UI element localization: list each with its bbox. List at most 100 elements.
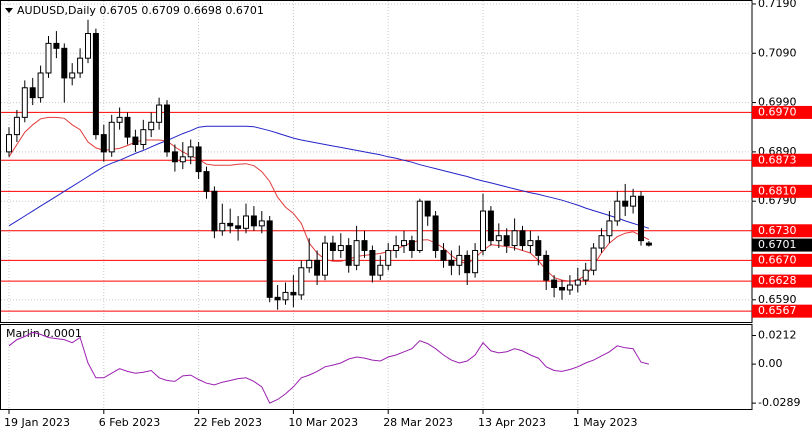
candle-body	[219, 222, 226, 232]
candle-body	[535, 240, 542, 256]
ohlc-label: 0.6701	[225, 4, 264, 17]
level-label-box	[752, 224, 812, 238]
candle-body	[511, 230, 518, 247]
x-tick-label: 28 Mar 2023	[383, 416, 453, 429]
candle-body	[551, 279, 558, 288]
candle-body	[464, 254, 471, 274]
level-label: 0.6810	[758, 184, 797, 197]
candle-body	[574, 279, 581, 286]
candle-body	[243, 215, 249, 229]
candle-body	[6, 134, 12, 153]
candle-body	[472, 249, 479, 274]
candle-body	[258, 220, 265, 227]
collapse-marker	[5, 8, 13, 13]
candle-body	[487, 210, 494, 242]
candle-body	[282, 291, 289, 301]
candle-body	[408, 240, 415, 251]
indicator-panel	[0, 324, 753, 410]
candle-body	[416, 200, 423, 251]
candle-body	[401, 240, 407, 247]
y-tick-label: 0.6990	[758, 96, 797, 109]
candle-body	[100, 134, 107, 153]
level-label: 0.6670	[758, 253, 797, 266]
candle-body	[519, 230, 526, 247]
level-label: 0.6567	[758, 304, 797, 317]
candle-body	[164, 104, 170, 153]
candle-body	[345, 245, 352, 266]
candle-body	[61, 47, 68, 79]
candle-body	[306, 259, 313, 269]
candle-body	[598, 235, 605, 249]
candle-body	[21, 87, 28, 118]
candle-body	[377, 264, 384, 276]
candle-body	[171, 151, 178, 163]
candle-body	[108, 121, 115, 153]
candle-body	[156, 104, 163, 123]
level-label: 0.6730	[758, 224, 797, 237]
candle-body	[456, 254, 463, 266]
candle-body	[179, 156, 186, 163]
candle-body	[132, 136, 139, 145]
level-label: 0.6873	[758, 153, 797, 166]
candle-body	[45, 42, 52, 74]
candle-body	[195, 146, 202, 173]
candle-body	[148, 121, 155, 131]
candle-body	[622, 200, 629, 207]
last-price-label: 0.6701	[758, 238, 797, 251]
candle-body	[630, 195, 637, 207]
y-tick-label: 0.0212	[758, 329, 797, 342]
indicator-line	[8, 331, 650, 404]
candle-body	[559, 286, 565, 291]
candle-body	[385, 249, 392, 266]
main-panel	[0, 0, 753, 323]
candle-body	[503, 235, 510, 247]
symbol: AUDUSD,Daily	[17, 4, 96, 17]
candle-body	[77, 57, 84, 74]
candle-body	[582, 269, 589, 281]
candle-body	[480, 210, 486, 251]
candle-body	[590, 247, 597, 271]
y-tick-label: 0.7190	[758, 0, 797, 10]
level-label-box	[752, 253, 812, 267]
candle-body	[353, 240, 360, 266]
moving-average	[8, 125, 650, 229]
y-tick-label: -0.0289	[758, 396, 800, 409]
candle-body	[290, 291, 297, 296]
x-tick-label: 10 Mar 2023	[288, 416, 358, 429]
candle-body	[495, 235, 502, 242]
x-tick-label: 19 Jan 2023	[4, 416, 70, 429]
candle-body	[329, 242, 336, 251]
candle-body	[227, 222, 234, 227]
candle-body	[606, 220, 613, 237]
candle-body	[424, 200, 431, 217]
candle-body	[187, 146, 194, 158]
candle-body	[69, 72, 76, 79]
candle-body	[85, 33, 91, 59]
candle-body	[274, 296, 281, 301]
moving-average	[8, 116, 650, 282]
candle-body	[298, 267, 305, 296]
candle-body	[361, 240, 368, 251]
y-tick-label: 0.00	[758, 357, 783, 370]
candle-body	[116, 116, 123, 123]
candle-body	[266, 220, 273, 298]
candle-body	[124, 116, 131, 138]
y-tick-label: 0.7090	[758, 46, 797, 59]
candle-body	[314, 259, 321, 276]
candle-body	[337, 245, 344, 251]
candle-body	[369, 249, 376, 276]
chart-header: AUDUSD,Daily 0.6705 0.6709 0.6698 0.6701	[17, 4, 264, 17]
candle-body	[543, 254, 550, 281]
x-tick-label: 1 May 2023	[573, 416, 638, 429]
ohlc-label: 0.6709	[141, 4, 180, 17]
ohlc-label: 0.6698	[183, 4, 222, 17]
indicator-title: Marlin 0.0001	[6, 327, 82, 340]
candle-body	[37, 72, 44, 99]
y-tick-label: 0.6590	[758, 293, 797, 306]
last-price-box	[752, 238, 812, 252]
candle-body	[440, 249, 447, 261]
candle-body	[432, 215, 439, 251]
level-label-box	[752, 153, 812, 167]
candle-body	[645, 242, 652, 246]
